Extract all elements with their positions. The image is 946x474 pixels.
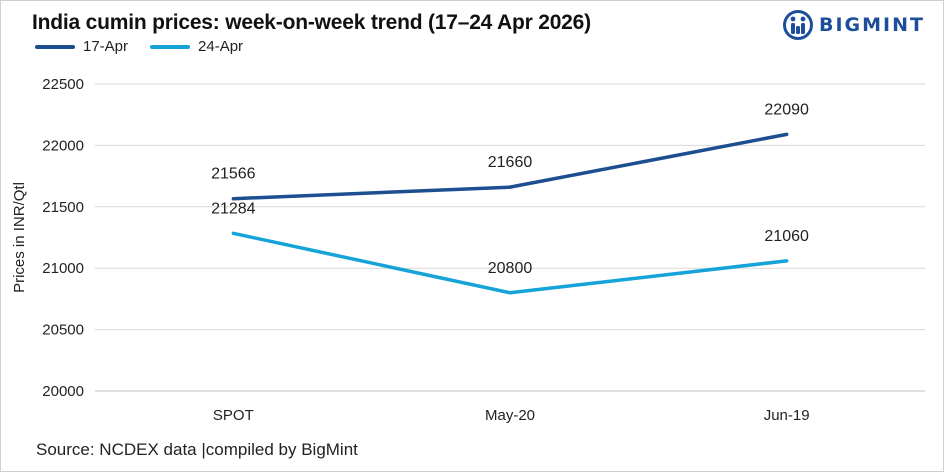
data-labels: 21566 21660 22090 21284 20800 21060 — [211, 101, 809, 276]
y-tick-label: 22500 — [42, 76, 84, 93]
data-label: 21284 — [211, 200, 256, 217]
y-tick-label: 21500 — [42, 199, 84, 216]
y-tick-label: 21000 — [42, 260, 84, 277]
legend-item-17-apr: 17-Apr — [35, 38, 128, 55]
x-axis-ticks: SPOT May-20 Jun-19 — [213, 407, 810, 424]
legend-label-24-apr: 24-Apr — [198, 38, 244, 55]
bigmint-logo-icon — [783, 10, 813, 40]
data-label: 21660 — [488, 154, 533, 171]
chart-legend: 17-Apr 24-Apr — [35, 38, 265, 55]
x-tick-label: May-20 — [485, 407, 535, 424]
legend-label-17-apr: 17-Apr — [83, 38, 129, 55]
y-tick-label: 22000 — [42, 137, 84, 154]
x-tick-label: SPOT — [213, 407, 254, 424]
series-lines — [231, 132, 789, 295]
data-label: 21566 — [211, 166, 256, 183]
y-axis-label: Prices in INR/Qtl — [11, 182, 28, 293]
y-axis-ticks: 20000 20500 21000 21500 22000 22500 — [42, 76, 84, 400]
chart-title: India cumin prices: week-on-week trend (… — [32, 11, 591, 34]
legend-item-24-apr: 24-Apr — [150, 38, 243, 55]
source-note: Source: NCDEX data |compiled by BigMint — [36, 440, 358, 459]
data-label: 20800 — [488, 260, 533, 277]
data-label: 21060 — [764, 228, 809, 245]
y-tick-label: 20500 — [42, 322, 84, 339]
x-tick-label: Jun-19 — [764, 407, 810, 424]
legend-swatch-24-apr — [150, 44, 191, 49]
bigmint-logo: BIGMINT — [783, 9, 925, 41]
bigmint-logo-text: BIGMINT — [819, 14, 925, 36]
legend-swatch-17-apr — [35, 44, 75, 49]
data-label: 22090 — [764, 101, 809, 118]
y-tick-label: 20000 — [42, 383, 84, 400]
gridlines — [95, 83, 925, 392]
